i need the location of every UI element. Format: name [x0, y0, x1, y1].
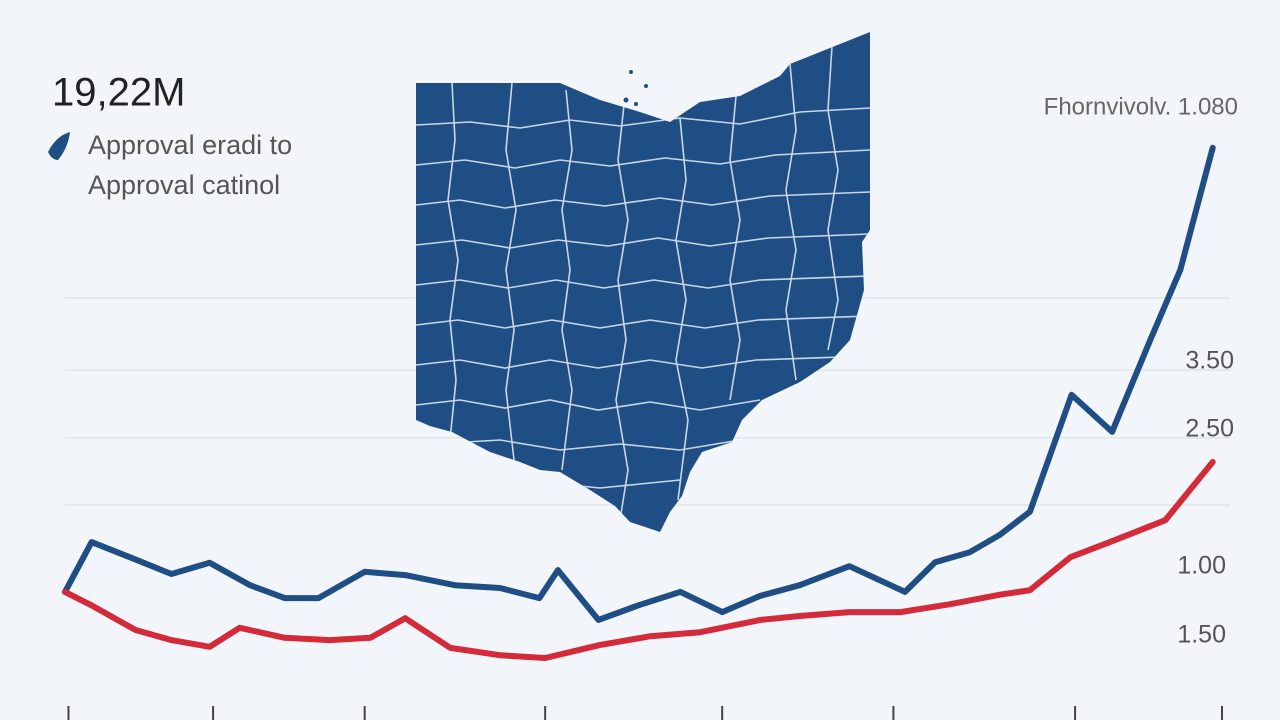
legend-icon: [48, 132, 70, 160]
lake-islands: [623, 70, 648, 106]
corner-label: Fhornvivolv. 1.080: [1044, 93, 1238, 120]
island: [629, 70, 633, 74]
county-lines: [416, 45, 870, 521]
data-line: [62, 144, 1216, 623]
island: [644, 84, 648, 88]
island: [623, 97, 629, 103]
right-label: 1.50: [1177, 621, 1226, 649]
legend-label: Approval catinol: [88, 170, 280, 200]
lines: [62, 144, 1216, 661]
island: [634, 102, 638, 106]
right-label: 2.50: [1185, 415, 1234, 443]
chart-title: 19,22M: [52, 71, 185, 115]
right-label: 3.50: [1185, 347, 1234, 375]
legend-label: Approval eradi to: [88, 130, 292, 160]
right-label: 1.00: [1177, 552, 1226, 580]
x-axis: [67, 706, 1223, 720]
ohio-map: [416, 32, 870, 532]
data-line: [62, 459, 1216, 661]
